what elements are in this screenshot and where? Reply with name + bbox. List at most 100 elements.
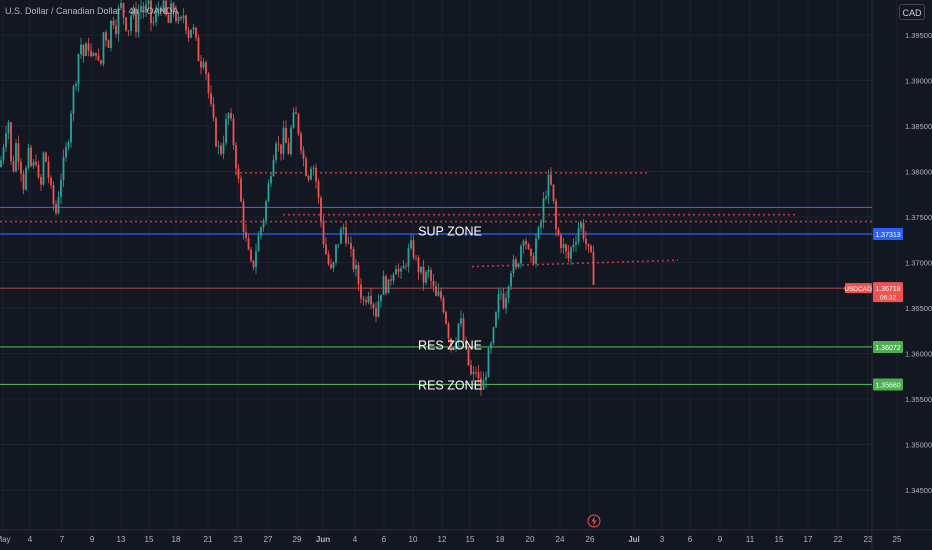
candle-body	[22, 173, 25, 190]
candle-body	[377, 301, 380, 317]
candle-body	[207, 73, 210, 94]
date-tick-label: 26	[586, 535, 595, 544]
candle-body	[57, 196, 60, 214]
date-tick-label: 29	[293, 535, 302, 544]
candle-body	[490, 343, 492, 349]
candle-body	[105, 32, 107, 41]
candle-body	[162, 0, 165, 13]
candle-body	[80, 44, 82, 55]
candle-body	[142, 6, 145, 13]
date-tick-label: 10	[409, 535, 418, 544]
candle-body	[410, 240, 412, 249]
candle-body	[442, 298, 445, 313]
candle-body	[462, 318, 465, 341]
candle-body	[455, 341, 457, 350]
candle-body	[402, 265, 405, 269]
candle-body	[232, 118, 235, 146]
candle-body	[452, 347, 455, 350]
candle-body	[282, 127, 285, 154]
candle-body	[545, 196, 547, 199]
candle-body	[367, 296, 370, 303]
candle-body	[577, 228, 580, 242]
date-tick-label: 9	[90, 535, 95, 544]
level-tag-bg	[873, 228, 903, 241]
candle-body	[425, 271, 427, 283]
candle-body	[502, 293, 505, 309]
zone-label: RES ZONE	[418, 378, 482, 392]
candle-body	[85, 43, 87, 56]
price-tick-label: 1.36500	[905, 304, 932, 313]
candle-body	[247, 237, 250, 250]
currency-button[interactable]: CAD	[899, 4, 925, 20]
candle-body	[217, 145, 220, 147]
price-tick-label: 1.38000	[905, 168, 932, 177]
candle-body	[257, 235, 260, 252]
candle-body	[297, 113, 300, 134]
level-tag-text: 1.37313	[875, 232, 900, 239]
candle-body	[352, 248, 355, 270]
candle-body	[87, 43, 90, 51]
candle-body	[242, 201, 245, 232]
candle-body	[20, 161, 22, 174]
candle-body	[230, 113, 232, 119]
candle-body	[522, 241, 525, 246]
candle-body	[467, 346, 470, 366]
date-tick-label: 6	[382, 535, 387, 544]
candle-body	[287, 143, 290, 155]
candle-body	[375, 308, 377, 317]
candle-body	[322, 220, 325, 245]
date-tick-label: 21	[204, 535, 213, 544]
date-tick-label: 12	[438, 535, 447, 544]
candle-body	[492, 327, 495, 344]
candle-body	[427, 269, 430, 272]
candle-body	[185, 15, 187, 31]
candle-body	[470, 365, 472, 375]
candle-body	[47, 161, 50, 178]
candle-body	[370, 296, 372, 305]
candle-body	[515, 259, 517, 268]
candle-body	[35, 161, 37, 165]
date-tick-label: 22	[834, 535, 843, 544]
candle-body	[440, 291, 442, 299]
candle-body	[315, 167, 317, 182]
level-tag-bg	[873, 378, 903, 391]
candle-body	[10, 122, 12, 161]
lightning-icon-circle	[587, 514, 601, 528]
candle-body	[67, 142, 70, 147]
level-price-tag: 1.36072	[873, 340, 903, 353]
candle-body	[42, 152, 45, 185]
candle-body	[325, 244, 327, 255]
date-tick-label: 15	[145, 535, 154, 544]
candle-body	[210, 93, 212, 104]
candle-body	[347, 243, 350, 244]
candle-body	[590, 245, 592, 252]
candle-body	[7, 122, 10, 133]
candle-body	[157, 8, 160, 11]
price-tick-label: 1.35000	[905, 441, 932, 450]
candle-body	[245, 231, 247, 238]
candle-body	[457, 323, 460, 342]
date-tick-label: 7	[60, 535, 65, 544]
candle-body	[40, 177, 42, 185]
candle-body	[182, 15, 185, 19]
candle-body	[117, 7, 120, 34]
candle-body	[5, 132, 7, 148]
candle-body	[480, 378, 482, 390]
date-tick-label: 6	[688, 535, 693, 544]
chart-title: U.S. Dollar / Canadian Dollar · 4h · OAN…	[5, 6, 179, 16]
candle-body	[292, 112, 295, 128]
price-tick-label: 1.34500	[905, 486, 932, 495]
candle-body	[505, 298, 507, 309]
candle-body	[150, 0, 152, 24]
candle-body	[565, 244, 567, 252]
price-tick-label: 1.39500	[905, 31, 932, 40]
candle-body	[417, 257, 420, 273]
candle-body	[412, 240, 415, 258]
candle-body	[482, 380, 485, 390]
candle-body	[70, 113, 72, 143]
candle-body	[200, 61, 202, 68]
candle-body	[400, 268, 402, 272]
candle-body	[220, 145, 222, 154]
